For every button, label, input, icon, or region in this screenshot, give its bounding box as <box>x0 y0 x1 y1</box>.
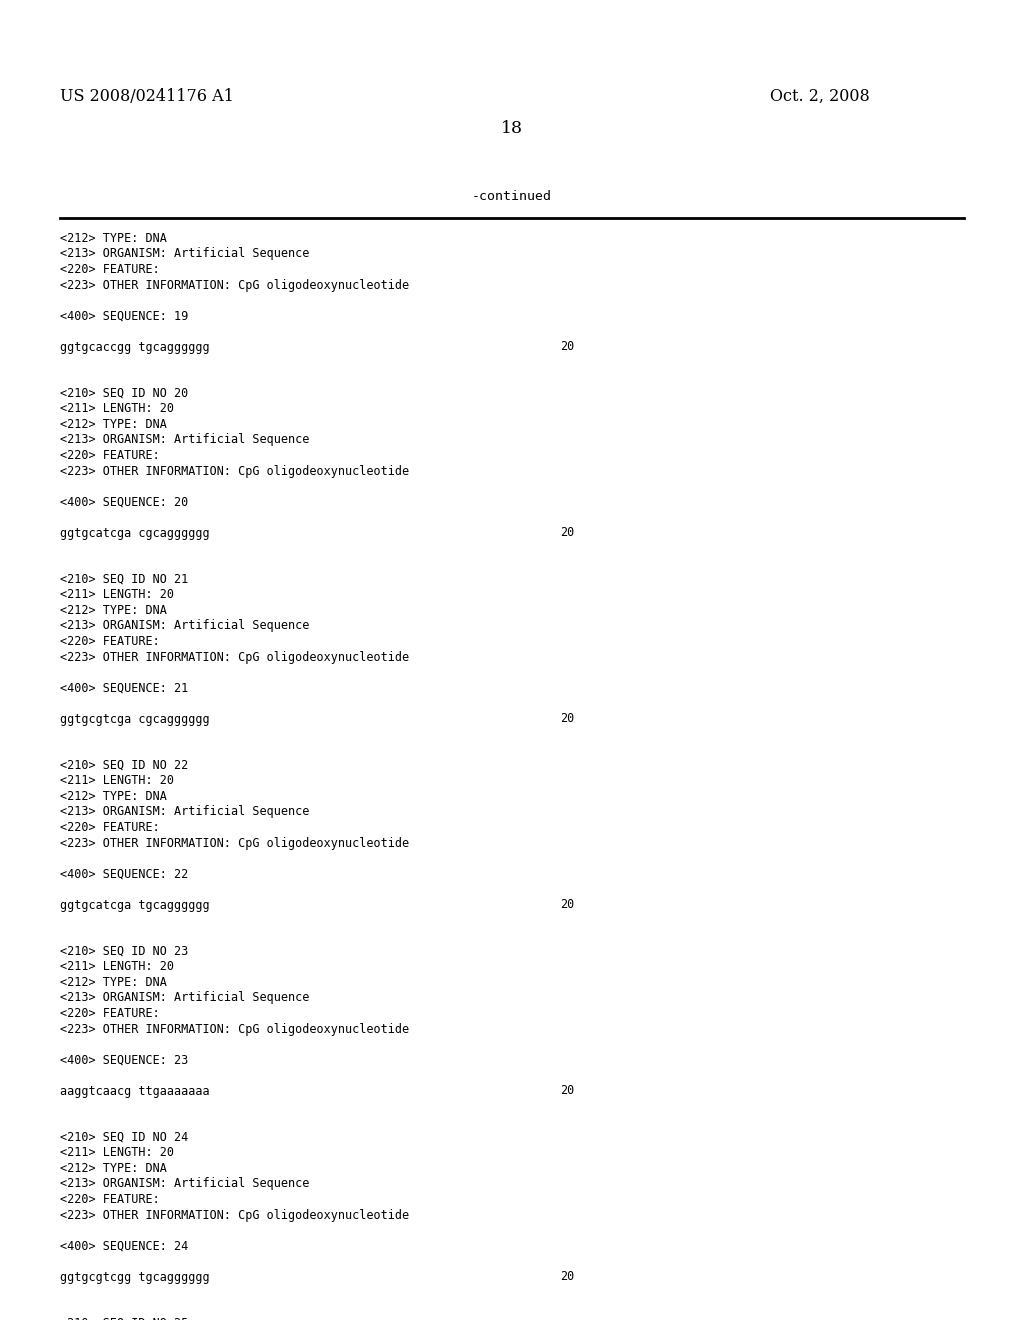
Text: <211> LENGTH: 20: <211> LENGTH: 20 <box>60 961 174 974</box>
Text: ggtgcatcga cgcagggggg: ggtgcatcga cgcagggggg <box>60 527 210 540</box>
Text: <220> FEATURE:: <220> FEATURE: <box>60 449 160 462</box>
Text: <212> TYPE: DNA: <212> TYPE: DNA <box>60 975 167 989</box>
Text: <211> LENGTH: 20: <211> LENGTH: 20 <box>60 775 174 788</box>
Text: ggtgcatcga tgcagggggg: ggtgcatcga tgcagggggg <box>60 899 210 912</box>
Text: <220> FEATURE:: <220> FEATURE: <box>60 635 160 648</box>
Text: <210> SEQ ID NO 22: <210> SEQ ID NO 22 <box>60 759 188 772</box>
Text: <210> SEQ ID NO 20: <210> SEQ ID NO 20 <box>60 387 188 400</box>
Text: -continued: -continued <box>472 190 552 203</box>
Text: <220> FEATURE:: <220> FEATURE: <box>60 263 160 276</box>
Text: <223> OTHER INFORMATION: CpG oligodeoxynucleotide: <223> OTHER INFORMATION: CpG oligodeoxyn… <box>60 837 410 850</box>
Text: 20: 20 <box>560 527 574 540</box>
Text: <211> LENGTH: 20: <211> LENGTH: 20 <box>60 403 174 416</box>
Text: <212> TYPE: DNA: <212> TYPE: DNA <box>60 1162 167 1175</box>
Text: <223> OTHER INFORMATION: CpG oligodeoxynucleotide: <223> OTHER INFORMATION: CpG oligodeoxyn… <box>60 651 410 664</box>
Text: <220> FEATURE:: <220> FEATURE: <box>60 821 160 834</box>
Text: <213> ORGANISM: Artificial Sequence: <213> ORGANISM: Artificial Sequence <box>60 619 309 632</box>
Text: <213> ORGANISM: Artificial Sequence: <213> ORGANISM: Artificial Sequence <box>60 248 309 260</box>
Text: <211> LENGTH: 20: <211> LENGTH: 20 <box>60 1147 174 1159</box>
Text: <223> OTHER INFORMATION: CpG oligodeoxynucleotide: <223> OTHER INFORMATION: CpG oligodeoxyn… <box>60 279 410 292</box>
Text: <213> ORGANISM: Artificial Sequence: <213> ORGANISM: Artificial Sequence <box>60 991 309 1005</box>
Text: 20: 20 <box>560 341 574 354</box>
Text: 20: 20 <box>560 1085 574 1097</box>
Text: Oct. 2, 2008: Oct. 2, 2008 <box>770 88 870 106</box>
Text: <400> SEQUENCE: 19: <400> SEQUENCE: 19 <box>60 309 188 322</box>
Text: <223> OTHER INFORMATION: CpG oligodeoxynucleotide: <223> OTHER INFORMATION: CpG oligodeoxyn… <box>60 465 410 478</box>
Text: <210> SEQ ID NO 25: <210> SEQ ID NO 25 <box>60 1317 188 1320</box>
Text: <400> SEQUENCE: 23: <400> SEQUENCE: 23 <box>60 1053 188 1067</box>
Text: 18: 18 <box>501 120 523 137</box>
Text: <212> TYPE: DNA: <212> TYPE: DNA <box>60 605 167 616</box>
Text: 20: 20 <box>560 899 574 912</box>
Text: <223> OTHER INFORMATION: CpG oligodeoxynucleotide: <223> OTHER INFORMATION: CpG oligodeoxyn… <box>60 1023 410 1035</box>
Text: <400> SEQUENCE: 20: <400> SEQUENCE: 20 <box>60 495 188 508</box>
Text: aaggtcaacg ttgaaaaaaa: aaggtcaacg ttgaaaaaaa <box>60 1085 210 1097</box>
Text: <213> ORGANISM: Artificial Sequence: <213> ORGANISM: Artificial Sequence <box>60 433 309 446</box>
Text: ggtgcaccgg tgcagggggg: ggtgcaccgg tgcagggggg <box>60 341 210 354</box>
Text: <220> FEATURE:: <220> FEATURE: <box>60 1007 160 1020</box>
Text: <400> SEQUENCE: 22: <400> SEQUENCE: 22 <box>60 867 188 880</box>
Text: 20: 20 <box>560 713 574 726</box>
Text: <210> SEQ ID NO 24: <210> SEQ ID NO 24 <box>60 1131 188 1144</box>
Text: 20: 20 <box>560 1270 574 1283</box>
Text: <212> TYPE: DNA: <212> TYPE: DNA <box>60 418 167 432</box>
Text: <400> SEQUENCE: 21: <400> SEQUENCE: 21 <box>60 681 188 694</box>
Text: ggtgcgtcgg tgcagggggg: ggtgcgtcgg tgcagggggg <box>60 1270 210 1283</box>
Text: <400> SEQUENCE: 24: <400> SEQUENCE: 24 <box>60 1239 188 1253</box>
Text: <212> TYPE: DNA: <212> TYPE: DNA <box>60 232 167 246</box>
Text: <220> FEATURE:: <220> FEATURE: <box>60 1193 160 1206</box>
Text: ggtgcgtcga cgcagggggg: ggtgcgtcga cgcagggggg <box>60 713 210 726</box>
Text: <210> SEQ ID NO 21: <210> SEQ ID NO 21 <box>60 573 188 586</box>
Text: <223> OTHER INFORMATION: CpG oligodeoxynucleotide: <223> OTHER INFORMATION: CpG oligodeoxyn… <box>60 1209 410 1221</box>
Text: <211> LENGTH: 20: <211> LENGTH: 20 <box>60 589 174 602</box>
Text: <213> ORGANISM: Artificial Sequence: <213> ORGANISM: Artificial Sequence <box>60 1177 309 1191</box>
Text: US 2008/0241176 A1: US 2008/0241176 A1 <box>60 88 233 106</box>
Text: <212> TYPE: DNA: <212> TYPE: DNA <box>60 789 167 803</box>
Text: <213> ORGANISM: Artificial Sequence: <213> ORGANISM: Artificial Sequence <box>60 805 309 818</box>
Text: <210> SEQ ID NO 23: <210> SEQ ID NO 23 <box>60 945 188 958</box>
